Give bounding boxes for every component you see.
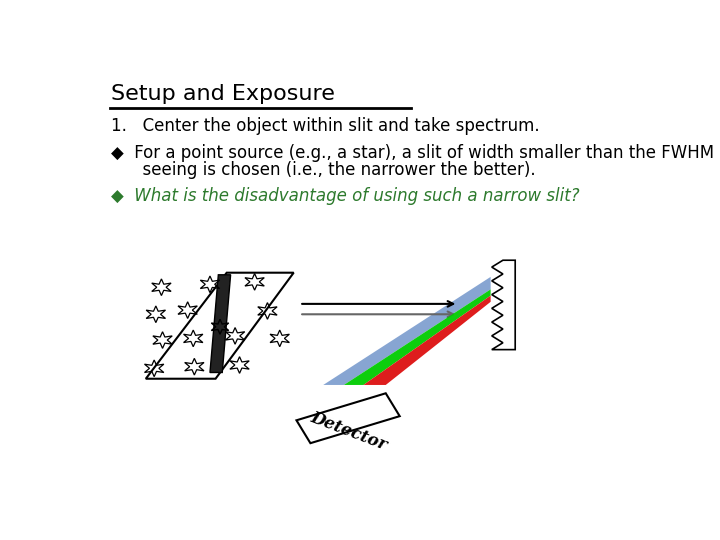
Text: ◆  For a point source (e.g., a star), a slit of width smaller than the FWHM of t: ◆ For a point source (e.g., a star), a s…: [111, 144, 720, 162]
Polygon shape: [344, 289, 490, 385]
Polygon shape: [492, 260, 516, 349]
Polygon shape: [210, 275, 230, 373]
Polygon shape: [323, 277, 490, 385]
Text: ◆  What is the disadvantage of using such a narrow slit?: ◆ What is the disadvantage of using such…: [111, 187, 580, 205]
Polygon shape: [145, 273, 294, 379]
Text: Detector: Detector: [308, 409, 390, 454]
Text: 1.   Center the object within slit and take spectrum.: 1. Center the object within slit and tak…: [111, 117, 540, 135]
Text: Setup and Exposure: Setup and Exposure: [111, 84, 335, 104]
Polygon shape: [364, 295, 490, 385]
Text: seeing is chosen (i.e., the narrower the better).: seeing is chosen (i.e., the narrower the…: [111, 161, 536, 179]
Polygon shape: [297, 393, 400, 443]
